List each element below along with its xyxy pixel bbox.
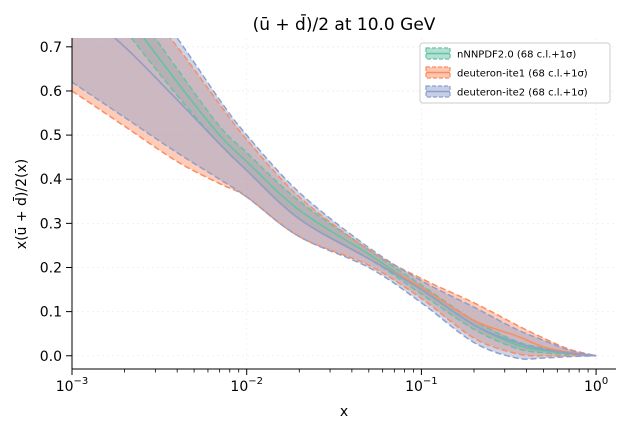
y-tick-label-6: 0.6	[40, 84, 62, 100]
series-lines	[72, 38, 597, 360]
y-axis-label: x(ū + d̄)/2(x)	[12, 159, 30, 249]
x-tick-label-3: 100	[584, 376, 608, 395]
y-tick-label-3: 0.3	[40, 216, 62, 232]
lower-line-series-2	[72, 81, 597, 360]
legend-label-1: deuteron-ite1 (68 c.l.+1σ)	[457, 69, 588, 80]
x-axis-label: x	[340, 404, 348, 420]
lower-line-series-1	[72, 90, 597, 357]
y-tick-label-0: 0.0	[40, 349, 62, 365]
uncertainty-bands	[72, 38, 597, 360]
y-tick-label-1: 0.1	[40, 305, 62, 321]
band-series-2	[72, 38, 597, 360]
chart-title: (ū + d̄)/2 at 10.0 GeV	[253, 13, 436, 35]
y-tick-label-4: 0.4	[40, 172, 62, 188]
x-tick-label-0: 10−3	[56, 376, 89, 395]
legend-frame	[419, 42, 611, 104]
legend-label-2: deuteron-ite2 (68 c.l.+1σ)	[457, 88, 588, 99]
x-ticks: 10−3 10−2 10−1 100	[56, 369, 608, 395]
y-tick-label-5: 0.5	[40, 128, 62, 144]
upper-line-series-2	[176, 38, 597, 357]
y-ticks: 0.0 0.1 0.2 0.3 0.4 0.5 0.6 0.7	[40, 40, 72, 365]
legend: nNNPDF2.0 (68 c.l.+1σ) deuteron-ite1 (68 …	[419, 42, 611, 104]
y-tick-label-7: 0.7	[40, 40, 62, 56]
x-tick-label-1: 10−2	[230, 376, 263, 395]
legend-label-0: nNNPDF2.0 (68 c.l.+1σ)	[457, 50, 576, 61]
central-line-series-2	[113, 38, 597, 357]
x-tick-label-2: 10−1	[405, 376, 438, 395]
upper-line-series-1	[169, 38, 597, 357]
y-tick-label-2: 0.2	[40, 260, 62, 276]
central-line-series-0	[142, 38, 597, 357]
band-series-1	[72, 38, 597, 356]
